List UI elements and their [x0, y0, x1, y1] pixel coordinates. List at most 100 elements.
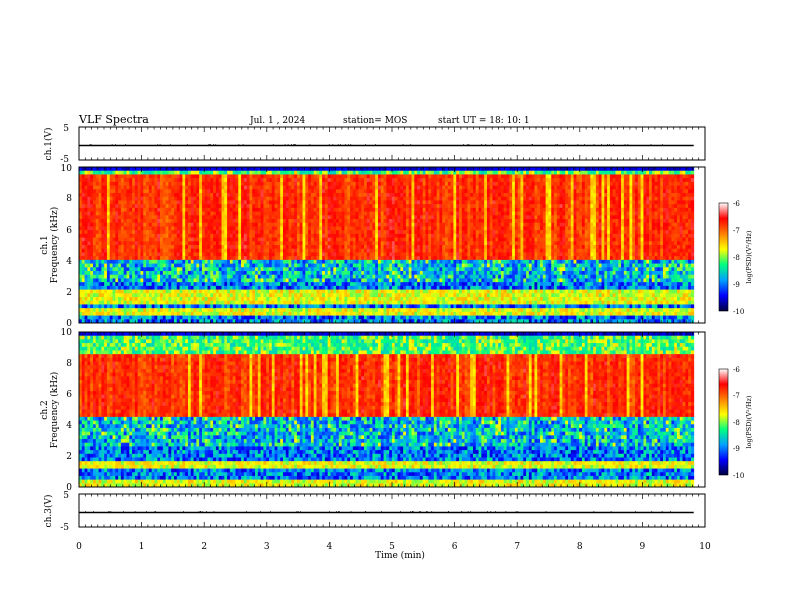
spectrogram-cell: [92, 207, 97, 212]
spectrogram-cell: [296, 274, 301, 279]
spectrogram-cell: [157, 219, 161, 224]
spectrogram-cell: [369, 300, 373, 305]
spectrogram-cell: [308, 319, 312, 323]
spectrogram-cell: [182, 174, 186, 179]
spectrogram-cell: [229, 207, 234, 212]
spectrogram-cell: [238, 319, 242, 323]
spectrogram-cell: [352, 193, 357, 198]
spectrogram-cell: [336, 256, 340, 261]
spectrogram-cell: [132, 241, 136, 246]
spectrogram-cell: [176, 215, 180, 220]
spectrogram-cell: [313, 315, 317, 320]
spectrogram-cell: [238, 222, 242, 227]
spectrogram-cell: [171, 278, 175, 283]
spectrogram-cell: [154, 241, 158, 246]
spectrogram-cell: [241, 207, 245, 212]
spectrogram-cell: [238, 241, 242, 246]
spectrogram-cell: [168, 304, 172, 309]
spectrogram-cell: [400, 263, 404, 268]
spectrogram-cell: [123, 293, 127, 298]
spectrogram-cell: [210, 304, 214, 309]
spectrogram-cell: [151, 189, 155, 194]
spectrogram-cell: [210, 237, 214, 242]
spectrogram-cell: [84, 256, 88, 261]
spectrogram-cell: [207, 189, 211, 194]
spectrogram-cell: [154, 207, 158, 212]
spectrogram-cell: [185, 300, 189, 305]
spectrogram-cell: [344, 178, 348, 183]
spectrogram-cell: [257, 311, 262, 316]
spectrogram-cell: [327, 285, 331, 290]
spectrogram-cell: [235, 241, 239, 246]
spectrogram-cell: [90, 185, 94, 190]
spectrogram-cell: [160, 259, 164, 264]
spectrogram-cell: [140, 259, 144, 264]
spectrogram-cell: [243, 297, 248, 302]
spectrogram-cell: [134, 230, 139, 235]
spectrogram-cell: [229, 308, 234, 313]
spectrogram-cell: [322, 256, 326, 261]
spectrogram-cell: [92, 222, 97, 227]
spectrogram-cell: [249, 200, 253, 205]
spectrogram-cell: [243, 300, 248, 305]
spectrogram-cell: [327, 233, 331, 238]
spectrogram-cell: [372, 263, 376, 268]
spectrogram-cell: [193, 274, 197, 279]
spectrogram-cell: [229, 178, 234, 183]
spectrogram-cell: [92, 233, 97, 238]
spectrogram-cell: [148, 259, 153, 264]
spectrogram-cell: [347, 226, 351, 231]
spectrogram-cell: [364, 167, 368, 172]
spectrogram-cell: [151, 297, 155, 302]
spectrogram-cell: [201, 293, 206, 298]
spectrogram-cell: [160, 215, 164, 220]
spectrogram-cell: [347, 189, 351, 194]
spectrogram-cell: [87, 237, 91, 242]
spectrogram-cell: [246, 226, 250, 231]
spectrogram-cell: [199, 245, 203, 250]
spectrogram-cell: [269, 274, 273, 279]
spectrogram-cell: [87, 233, 91, 238]
spectrogram-cell: [386, 319, 390, 323]
spectrogram-cell: [87, 300, 91, 305]
spectrogram-cell: [296, 189, 301, 194]
spectrogram-cell: [140, 230, 144, 235]
spectrogram-cell: [369, 215, 373, 220]
spectrogram-cell: [151, 167, 155, 172]
spectrogram-cell: [322, 300, 326, 305]
spectrogram-cell: [104, 211, 108, 216]
spectrogram-cell: [322, 207, 326, 212]
spectrogram-cell: [148, 222, 153, 227]
spectrogram-cell: [299, 207, 303, 212]
spectrogram-cell: [140, 219, 144, 224]
spectrogram-cell: [210, 200, 214, 205]
spectrogram-cell: [109, 263, 113, 268]
spectrogram-cell: [358, 237, 362, 242]
spectrogram-cell: [174, 204, 178, 209]
spectrogram-cell: [400, 233, 404, 238]
spectrogram-cell: [291, 230, 295, 235]
spectrogram-cell: [271, 282, 275, 287]
spectrogram-cell: [394, 233, 398, 238]
spectrogram-cell: [255, 245, 259, 250]
spectrogram-cell: [218, 241, 222, 246]
spectrogram-cell: [84, 167, 88, 172]
spectrogram-cell: [196, 200, 200, 205]
spectrogram-cell: [274, 170, 278, 175]
spectrogram-cell: [241, 230, 245, 235]
spectrogram-cell: [157, 319, 161, 323]
spectrogram-cell: [154, 248, 158, 253]
spectrogram-cell: [109, 278, 113, 283]
spectrogram-cell: [322, 200, 326, 205]
spectrogram-cell: [232, 167, 236, 172]
spectrogram-cell: [249, 308, 253, 313]
spectrogram-cell: [193, 263, 197, 268]
spectrogram-cell: [129, 215, 133, 220]
spectrogram-cell: [327, 259, 331, 264]
spectrogram-cell: [232, 311, 236, 316]
spectrogram-cell: [123, 196, 127, 201]
spectrogram-cell: [299, 200, 303, 205]
spectrogram-cell: [364, 207, 368, 212]
spectrogram-cell: [288, 289, 292, 294]
spectrogram-cell: [249, 304, 253, 309]
